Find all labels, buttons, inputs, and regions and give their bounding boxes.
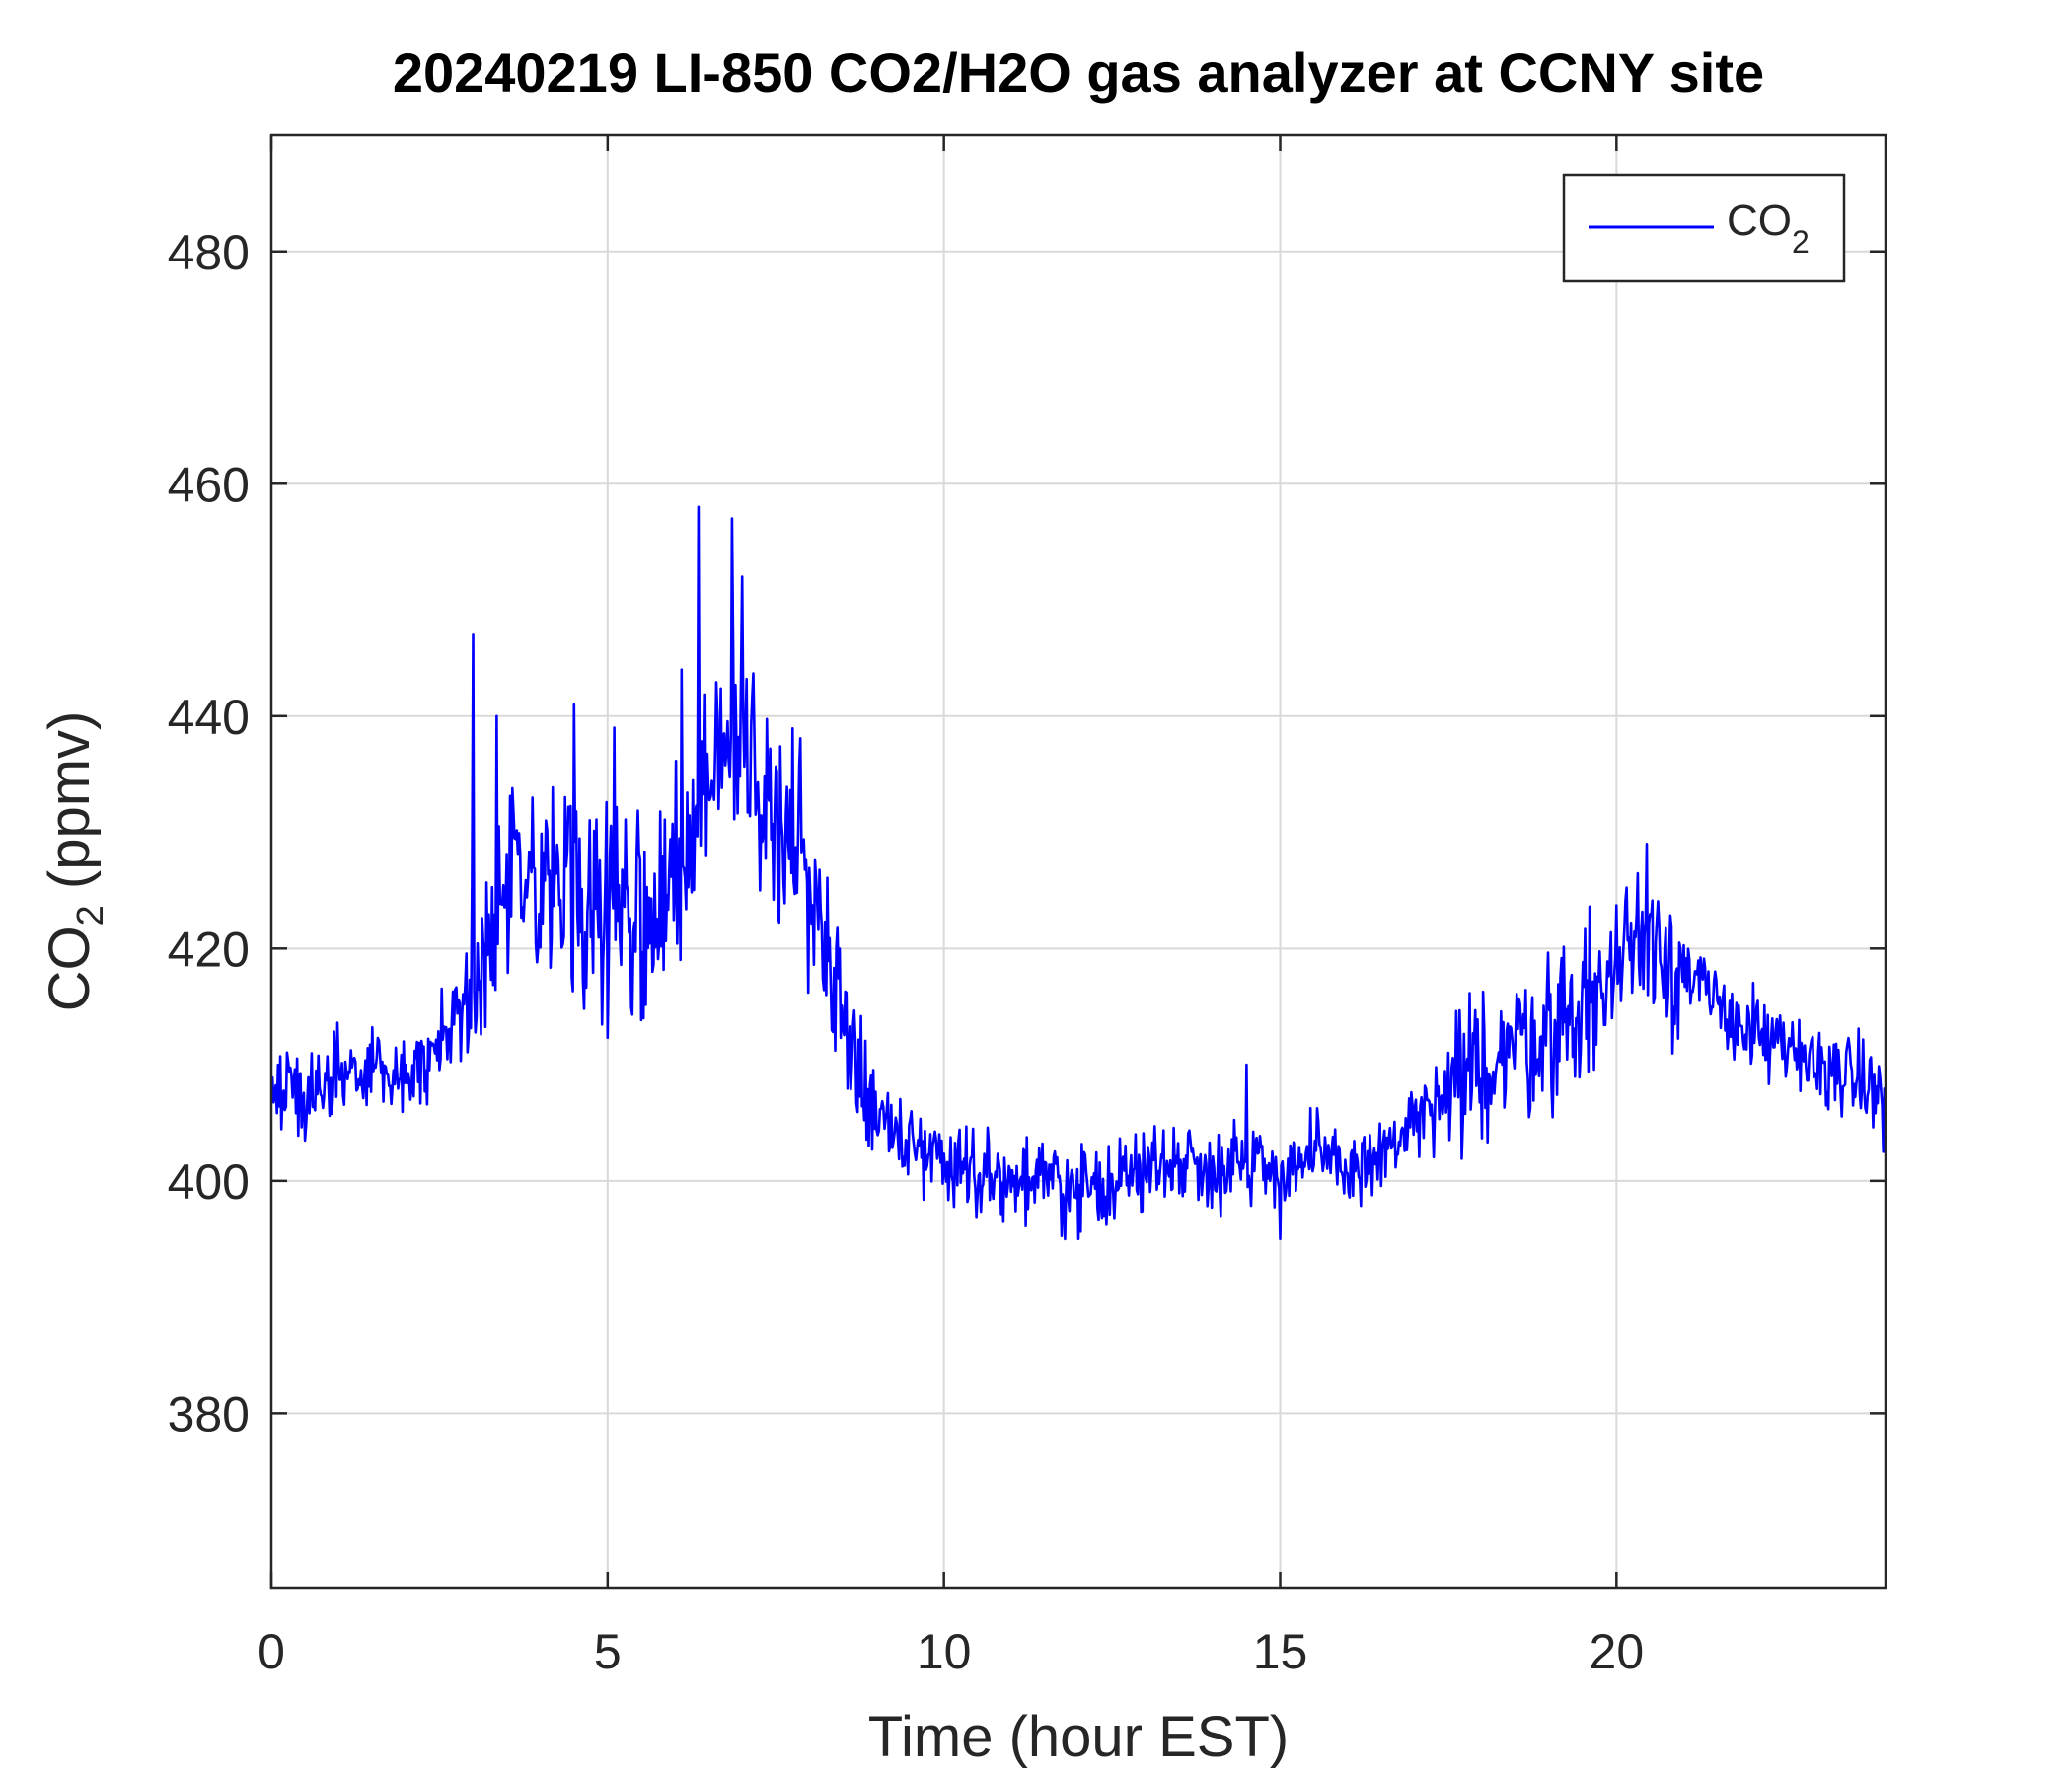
x-tick-label: 5 bbox=[594, 1624, 622, 1679]
x-tick-label: 10 bbox=[917, 1624, 972, 1679]
y-axis-label: CO2 (ppmv) bbox=[37, 711, 111, 1012]
chart-title: 20240219 LI-850 CO2/H2O gas analyzer at … bbox=[393, 41, 1764, 104]
x-axis-label: Time (hour EST) bbox=[868, 1705, 1289, 1769]
x-tick-label: 20 bbox=[1590, 1624, 1645, 1679]
x-tick-labels: 0 5 10 15 20 bbox=[258, 1624, 1644, 1679]
plot-data-area bbox=[271, 505, 1886, 1241]
legend-label-subscript: 2 bbox=[1792, 224, 1810, 259]
plot-axes-box bbox=[269, 133, 1887, 1590]
axis-ticks bbox=[269, 135, 1886, 1588]
y-tick-label: 380 bbox=[168, 1386, 250, 1442]
y-tick-label: 480 bbox=[168, 225, 250, 280]
y-axis-label-unit: (ppmv) bbox=[37, 711, 102, 906]
legend: CO2 bbox=[1562, 173, 1846, 283]
x-tick-label: 15 bbox=[1253, 1624, 1308, 1679]
y-tick-label: 400 bbox=[168, 1154, 250, 1210]
y-tick-labels: 380 400 420 440 460 480 bbox=[168, 225, 250, 1443]
legend-label-main: CO bbox=[1727, 196, 1792, 245]
y-axis-label-subscript: 2 bbox=[70, 905, 111, 925]
legend-label-co2: CO2 bbox=[1727, 196, 1810, 259]
y-tick-label: 420 bbox=[168, 922, 250, 977]
y-axis-label-main: CO bbox=[37, 925, 102, 1011]
x-tick-label: 0 bbox=[258, 1624, 285, 1679]
y-tick-label: 460 bbox=[168, 457, 250, 512]
series-line-co2 bbox=[271, 505, 1886, 1241]
y-tick-label: 440 bbox=[168, 690, 250, 745]
